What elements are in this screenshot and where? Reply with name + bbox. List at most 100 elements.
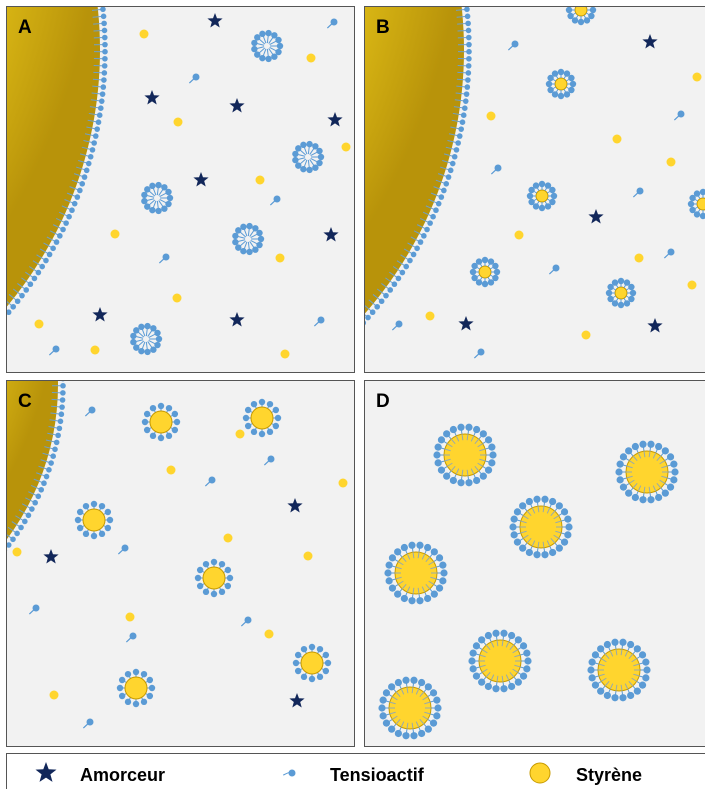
tail	[546, 540, 551, 547]
head	[210, 590, 218, 598]
head	[619, 483, 628, 491]
head	[218, 560, 226, 568]
head	[100, 13, 107, 20]
tail	[609, 683, 614, 690]
head	[394, 729, 402, 738]
head	[50, 245, 56, 252]
head	[560, 538, 569, 546]
head	[666, 483, 675, 491]
tail	[482, 649, 488, 654]
tail	[615, 649, 618, 656]
head	[388, 584, 397, 592]
initiator	[43, 549, 59, 564]
head	[465, 479, 473, 487]
head	[418, 729, 426, 738]
head	[71, 200, 78, 207]
head	[619, 638, 627, 646]
head	[312, 143, 319, 150]
head	[526, 192, 534, 200]
tail	[470, 468, 475, 475]
tail	[485, 644, 491, 650]
head	[549, 548, 557, 557]
initiator	[229, 98, 245, 113]
head	[101, 27, 108, 34]
head	[435, 554, 444, 562]
head	[294, 667, 302, 675]
head	[272, 406, 280, 414]
head	[449, 425, 457, 434]
head	[6, 309, 12, 316]
head	[551, 91, 559, 98]
core	[574, 6, 588, 17]
head	[519, 544, 527, 552]
head	[161, 205, 168, 212]
head	[0, 212, 4, 218]
head	[451, 153, 458, 160]
tail	[411, 687, 414, 694]
tail	[406, 553, 411, 560]
tail	[659, 479, 665, 484]
styrene-drop	[687, 280, 697, 290]
head	[647, 496, 655, 504]
tail	[514, 654, 521, 658]
tail	[633, 663, 640, 667]
head	[102, 41, 108, 48]
styrene-drop	[172, 293, 182, 303]
head	[519, 672, 528, 680]
head	[588, 674, 596, 682]
head	[82, 530, 90, 538]
head	[623, 279, 631, 286]
head	[99, 0, 105, 5]
head	[557, 92, 565, 100]
tail	[637, 485, 642, 492]
head	[317, 153, 325, 161]
tail	[656, 455, 662, 461]
head	[484, 631, 492, 640]
tail	[501, 640, 504, 647]
head	[92, 133, 99, 139]
head	[597, 645, 605, 653]
head	[473, 425, 481, 434]
head	[14, 530, 20, 537]
head	[433, 451, 441, 459]
head	[628, 283, 635, 291]
tail	[490, 674, 495, 681]
head	[438, 194, 445, 200]
head	[571, 17, 579, 24]
head	[102, 55, 108, 62]
head	[417, 239, 424, 245]
styrene-drop	[235, 429, 245, 439]
surfactant-head	[552, 264, 560, 272]
monomer-droplet	[364, 6, 464, 315]
head	[79, 181, 86, 187]
head	[481, 280, 489, 288]
head	[475, 279, 483, 286]
core	[535, 189, 549, 203]
head	[465, 423, 473, 431]
head	[493, 268, 501, 276]
head	[89, 147, 96, 153]
tail	[444, 458, 451, 462]
head	[699, 188, 705, 196]
head	[31, 275, 38, 282]
head	[322, 667, 330, 675]
tail	[648, 451, 651, 458]
head	[670, 476, 678, 484]
head	[165, 200, 172, 208]
head	[551, 70, 559, 77]
head	[478, 636, 486, 644]
tail	[419, 691, 425, 697]
tail	[620, 684, 623, 691]
head	[597, 687, 605, 695]
head	[607, 295, 614, 303]
head	[519, 502, 527, 510]
tail	[496, 675, 499, 682]
head	[513, 508, 522, 516]
tail	[601, 677, 607, 682]
tail	[604, 653, 610, 659]
styrene-drop	[581, 330, 591, 340]
head	[124, 698, 132, 706]
tail	[490, 641, 495, 648]
tail	[415, 721, 420, 728]
initiator	[647, 318, 663, 333]
